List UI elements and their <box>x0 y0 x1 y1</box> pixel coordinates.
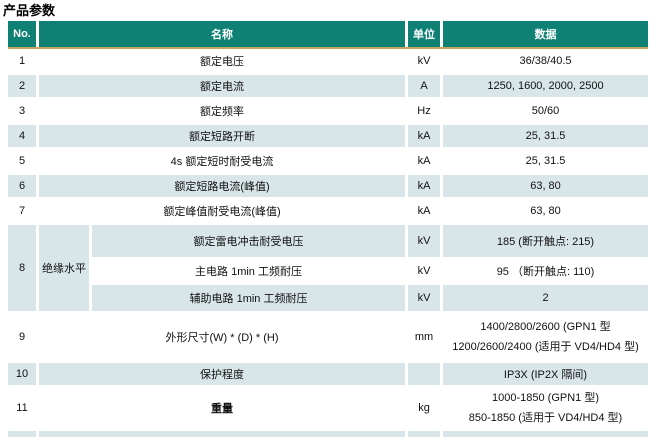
cell-data: 1000-1850 (GPN1 型) 850-1850 (适用于 VD4/HD4… <box>443 388 648 428</box>
cell-data: 95 （断开触点: 110) <box>443 260 648 282</box>
cell-data: 63, 80 <box>443 175 648 197</box>
page-title: 产品参数 <box>3 3 56 18</box>
cell-unit: kA <box>408 125 440 147</box>
cell-data: 185 (断开触点: 215) <box>443 225 648 257</box>
cell-name: 外形尺寸(W) * (D) * (H) <box>39 314 405 360</box>
partial-row-cell <box>8 431 36 437</box>
cell-data: 1400/2800/2600 (GPN1 型 1200/2600/2400 (适… <box>443 314 648 360</box>
cell-name: 额定短路开断 <box>39 125 405 147</box>
parameters-table: No. 名称 单位 数据 1 额定电压 kV 36/38/40.5 2 额定电流… <box>5 18 651 440</box>
table-row: 1 额定电压 kV 36/38/40.5 <box>8 50 648 72</box>
cell-data: 36/38/40.5 <box>443 50 648 72</box>
cell-unit: A <box>408 75 440 97</box>
cell-data: IP3X (IP2X 隔间) <box>443 363 648 385</box>
column-header-name: 名称 <box>39 21 405 47</box>
cell-data: 25, 31.5 <box>443 150 648 172</box>
cell-group-name: 绝缘水平 <box>39 225 89 311</box>
cell-unit: mm <box>408 314 440 360</box>
cell-name: 重量 <box>39 388 405 428</box>
cell-unit: kV <box>408 260 440 282</box>
cell-name: 额定短路电流(峰值) <box>39 175 405 197</box>
data-line: 850-1850 (适用于 VD4/HD4 型) <box>468 412 623 424</box>
cell-unit <box>408 363 440 385</box>
column-header-unit: 单位 <box>408 21 440 47</box>
cell-name: 额定峰值耐受电流(峰值) <box>39 200 405 222</box>
cell-name: 辅助电路 1min 工频耐压 <box>92 285 405 311</box>
cell-no: 6 <box>8 175 36 197</box>
group-sub-row: 辅助电路 1min 工频耐压 kV 2 <box>8 285 648 311</box>
table-row: 4 额定短路开断 kA 25, 31.5 <box>8 125 648 147</box>
cell-no: 3 <box>8 100 36 122</box>
cell-data: 25, 31.5 <box>443 125 648 147</box>
data-line: 1000-1850 (GPN1 型) <box>492 392 599 404</box>
cell-unit: Hz <box>408 100 440 122</box>
table-wrap: No. 名称 单位 数据 1 额定电压 kV 36/38/40.5 2 额定电流… <box>5 18 655 440</box>
cell-no: 4 <box>8 125 36 147</box>
cell-unit: kV <box>408 285 440 311</box>
cell-no: 8 <box>8 225 36 311</box>
cell-data: 50/60 <box>443 100 648 122</box>
table-row: 2 额定电流 A 1250, 1600, 2000, 2500 <box>8 75 648 97</box>
cell-unit: kA <box>408 150 440 172</box>
table-row: 11 重量 kg 1000-1850 (GPN1 型) 850-1850 (适用… <box>8 388 648 428</box>
cell-unit: kA <box>408 175 440 197</box>
cell-no: 2 <box>8 75 36 97</box>
data-line: 1200/2600/2400 (适用于 VD4/HD4 型) <box>452 341 639 353</box>
group-sub-row: 主电路 1min 工频耐压 kV 95 （断开触点: 110) <box>8 260 648 282</box>
table-row: 3 额定频率 Hz 50/60 <box>8 100 648 122</box>
cell-no: 1 <box>8 50 36 72</box>
cell-no: 9 <box>8 314 36 360</box>
cell-unit: kg <box>408 388 440 428</box>
cell-unit: kV <box>408 50 440 72</box>
cell-data: 63, 80 <box>443 200 648 222</box>
header-underline <box>8 47 648 49</box>
column-header-data: 数据 <box>443 21 648 47</box>
cell-data: 2 <box>443 285 648 311</box>
partial-row-cell <box>408 431 440 437</box>
cell-unit: kA <box>408 200 440 222</box>
column-header-no: No. <box>8 21 36 47</box>
data-line: 1400/2800/2600 (GPN1 型 <box>480 321 611 333</box>
cell-name: 主电路 1min 工频耐压 <box>92 260 405 282</box>
cell-name: 额定电压 <box>39 50 405 72</box>
cell-name: 额定频率 <box>39 100 405 122</box>
cell-name: 保护程度 <box>39 363 405 385</box>
table-row: 10 保护程度 IP3X (IP2X 隔间) <box>8 363 648 385</box>
partial-row-cell <box>443 431 648 437</box>
group-row-insulation: 8 绝缘水平 额定雷电冲击耐受电压 kV 185 (断开触点: 215) <box>8 225 648 311</box>
partial-row-cell <box>39 431 405 437</box>
table-row: 6 额定短路电流(峰值) kA 63, 80 <box>8 175 648 197</box>
cell-no: 7 <box>8 200 36 222</box>
cell-no: 11 <box>8 388 36 428</box>
cell-no: 10 <box>8 363 36 385</box>
table-row: 7 额定峰值耐受电流(峰值) kA 63, 80 <box>8 200 648 222</box>
partial-row <box>8 431 648 437</box>
table-row: 5 4s 额定短时耐受电流 kA 25, 31.5 <box>8 150 648 172</box>
cell-name: 额定电流 <box>39 75 405 97</box>
cell-name: 额定雷电冲击耐受电压 <box>92 225 405 257</box>
table-row: 9 外形尺寸(W) * (D) * (H) mm 1400/2800/2600 … <box>8 314 648 360</box>
cell-no: 5 <box>8 150 36 172</box>
cell-name: 4s 额定短时耐受电流 <box>39 150 405 172</box>
header-row: No. 名称 单位 数据 <box>8 21 648 47</box>
cell-data: 1250, 1600, 2000, 2500 <box>443 75 648 97</box>
cell-unit: kV <box>408 225 440 257</box>
